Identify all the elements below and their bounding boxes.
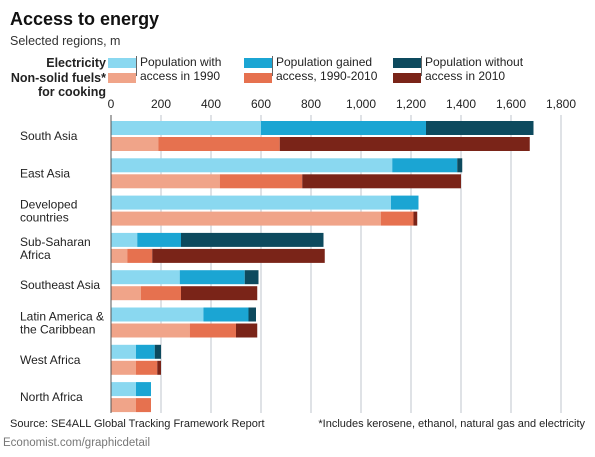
bar-fuels-segment-2: [181, 286, 258, 301]
bar-electricity-segment-2: [154, 344, 161, 359]
bar-fuels-segment-0: [111, 137, 159, 151]
category-label: Developed: [20, 198, 77, 212]
legend-swatch-fuel-1990: [108, 73, 136, 83]
bar-electricity-segment-1: [391, 195, 419, 210]
legend-swatch-fuel-gained: [244, 73, 272, 83]
bar-fuels-segment-2: [413, 211, 418, 226]
legend-swatch-fuel-without: [393, 73, 421, 83]
bar-fuels-segment-0: [111, 398, 136, 413]
legend-swatch-elec-1990: [108, 58, 136, 68]
bar-electricity-segment-1: [203, 307, 249, 322]
source-note: Source: SE4ALL Global Tracking Framework…: [10, 418, 265, 430]
bar-fuels-segment-1: [141, 286, 181, 301]
bar-electricity-segment-0: [111, 270, 180, 285]
bar-electricity-segment-2: [457, 158, 463, 173]
bar-electricity-segment-0: [111, 344, 136, 359]
bar-electricity-segment-2: [181, 232, 324, 247]
category-label: Southeast Asia: [20, 278, 100, 292]
x-tick-label: 600: [251, 97, 271, 111]
bar-fuels-segment-0: [111, 323, 190, 338]
category-label: West Africa: [20, 353, 81, 367]
legend-connector: [136, 56, 137, 76]
bar-electricity-segment-0: [111, 158, 393, 173]
bar-fuels-segment-0: [111, 174, 220, 189]
legend-fuels-heading-cont: for cooking: [37, 85, 106, 99]
bar-fuels-segment-1: [158, 137, 280, 151]
legend-electricity-heading: Electricity: [46, 56, 106, 70]
bar-fuels-segment-0: [111, 286, 141, 301]
bar-electricity-segment-2: [426, 121, 534, 135]
bar-fuels-segment-1: [219, 174, 303, 189]
legend-label-1990-l2: access in 1990: [140, 69, 221, 83]
bar-electricity-segment-0: [111, 232, 138, 247]
bar-electricity-segment-1: [137, 232, 181, 247]
bars-layer: [110, 115, 534, 413]
bar-electricity-segment-1: [136, 344, 155, 359]
bar-fuels-segment-0: [111, 360, 136, 375]
legend-connector: [421, 56, 422, 76]
x-tick-label: 1,600: [496, 97, 526, 111]
bar-electricity-segment-0: [111, 121, 261, 135]
bar-electricity-segment-2: [248, 307, 256, 322]
footnote: *Includes kerosene, ethanol, natural gas…: [318, 418, 585, 430]
x-tick-label: 400: [201, 97, 221, 111]
category-label: South Asia: [20, 129, 78, 143]
bar-electricity-segment-0: [111, 195, 391, 210]
category-label: Sub-Saharan: [20, 235, 91, 249]
bar-fuels-segment-0: [111, 248, 128, 263]
legend-label-without-l2: access in 2010: [425, 69, 506, 83]
bar-fuels-segment-1: [127, 248, 153, 263]
x-tick-label: 1,000: [346, 97, 376, 111]
bar-electricity-segment-1: [392, 158, 458, 173]
bar-electricity-segment-0: [111, 382, 136, 397]
legend-label-1990-l1: Population with: [140, 55, 222, 69]
legend-label-gained-l1: Population gained: [276, 55, 373, 69]
x-tick-label: 1,800: [546, 97, 576, 111]
legend-swatch-elec-without: [393, 58, 421, 68]
category-label: Latin America &: [20, 310, 104, 324]
legend-label-without-l1: Population without: [425, 55, 524, 69]
chart-subtitle: Selected regions, m: [10, 34, 121, 48]
bar-fuels-segment-1: [136, 360, 158, 375]
bar-fuels-segment-2: [157, 360, 161, 375]
x-tick-label: 1,200: [396, 97, 426, 111]
bar-fuels-segment-1: [136, 398, 151, 413]
category-label: East Asia: [20, 166, 70, 180]
bar-fuels-segment-1: [189, 323, 236, 338]
bar-electricity-segment-1: [261, 121, 426, 135]
category-label: North Africa: [20, 390, 83, 404]
bar-fuels-segment-2: [279, 137, 530, 151]
x-tick-label: 200: [151, 97, 171, 111]
bar-fuels-segment-2: [236, 323, 258, 338]
legend-label-gained-l2: access, 1990-2010: [276, 69, 378, 83]
legend-connector: [272, 56, 273, 76]
category-label-cont: countries: [20, 211, 69, 225]
x-tick-label: 1,400: [446, 97, 476, 111]
legend-fuels-heading: Non-solid fuels*: [10, 71, 106, 85]
bar-electricity-segment-1: [136, 382, 151, 397]
category-label-cont: Africa: [20, 248, 51, 262]
credit-link[interactable]: Economist.com/graphicdetail: [3, 437, 151, 449]
bar-electricity-segment-1: [179, 270, 245, 285]
legend-swatch-elec-gained: [244, 58, 272, 68]
category-label-cont: the Caribbean: [20, 323, 95, 337]
bar-electricity-segment-0: [111, 307, 204, 322]
bar-fuels-segment-2: [152, 248, 325, 263]
x-tick-label: 800: [301, 97, 321, 111]
x-axis-ticks: 0 200 400 600 800 1,000 1,200 1,400 1,600 1,800: [108, 97, 577, 111]
bar-electricity-segment-2: [244, 270, 259, 285]
bar-fuels-segment-0: [111, 211, 381, 226]
bar-fuels-segment-1: [381, 211, 414, 226]
bar-fuels-segment-2: [302, 174, 461, 189]
chart-title: Access to energy: [10, 9, 160, 29]
x-tick-label: 0: [108, 97, 115, 111]
